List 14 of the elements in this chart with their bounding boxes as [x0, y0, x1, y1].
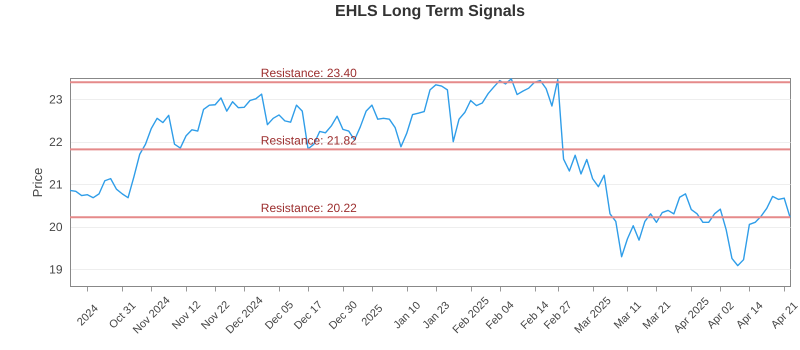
chart-title: EHLS Long Term Signals	[335, 3, 526, 20]
x-tick-label: Dec 17	[292, 298, 326, 332]
y-axis-title: Price	[30, 168, 46, 198]
y-tick-label: 19	[49, 262, 63, 277]
y-tick-label: 21	[49, 178, 63, 192]
x-tick-label: Apr 21	[768, 300, 800, 332]
y-tick-label: 23	[49, 92, 63, 107]
line-series	[69, 78, 791, 266]
ref-line-label: Resistance: 20.22	[260, 201, 358, 216]
x-tick-label: Apr 14	[734, 300, 766, 332]
ref-line-label: Resistance: 23.40	[260, 66, 358, 80]
y-tick-label: 22	[49, 135, 63, 150]
y-tick-label: 20	[49, 220, 63, 234]
x-tick-label: Dec 30	[326, 298, 360, 332]
